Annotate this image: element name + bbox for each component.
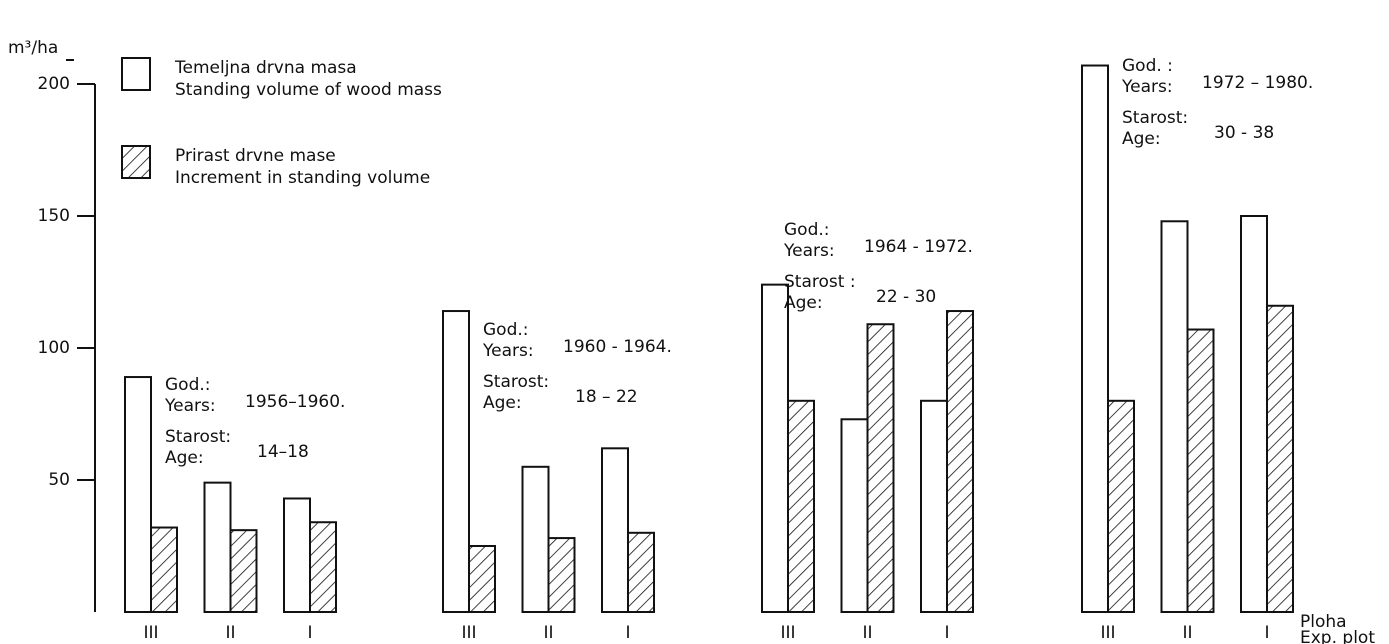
y-tick-label: 50 [48,470,70,490]
annotation: 1964 - 1972. [864,237,973,257]
bar [1160,220,1189,613]
annotation: 14–18 [257,442,309,462]
annotation: Years: [783,241,835,261]
bar [309,521,337,613]
x-tick-label: I [307,623,312,643]
annotation: God.: [165,375,211,395]
x-tick-label: III [461,623,476,643]
bar [840,418,869,613]
annotation: Age: [784,293,823,313]
bar [150,526,178,614]
bar [1240,215,1268,613]
x-tick-label: II [225,623,235,643]
bar [229,529,258,613]
annotation: 1972 – 1980. [1202,73,1313,93]
annotation: Starost: [1122,108,1188,128]
annotation: 22 - 30 [876,287,936,307]
x-tick-label: III [1100,623,1115,643]
bar [1081,64,1109,613]
annotation: Years: [482,341,534,361]
bar [442,310,470,613]
x-axis-label: Ploha [1300,612,1347,632]
annotation: Age: [1122,129,1161,149]
x-tick-label: I [1264,623,1269,643]
annotation: God. : [1122,56,1173,76]
annotation: Starost : [784,272,856,292]
legend-label: Standing volume of wood mass [175,80,442,100]
y-tick-label: 200 [38,74,70,94]
annotation: 30 - 38 [1214,123,1274,143]
bar [547,537,576,614]
bar [761,283,789,613]
bar [1107,399,1135,613]
annotation: God.: [483,320,529,340]
x-tick-label: II [1182,623,1192,643]
x-tick-label: II [543,623,553,643]
legend-label: Prirast drvne mase [175,146,336,166]
annotation: 1956–1960. [245,392,345,412]
annotation: Starost: [165,427,231,447]
annotation: Starost: [483,372,549,392]
bar [787,399,815,613]
x-tick-label: III [780,623,795,643]
legend-label: Temeljna drvna masa [174,58,357,78]
legend-swatch [121,145,151,179]
bar [521,465,550,613]
y-tick-label: 150 [38,206,70,226]
x-axis-label: Exp. plot [1300,628,1375,644]
annotation: Years: [164,396,216,416]
bar [203,481,232,614]
annotation: 18 – 22 [575,387,638,407]
annotation: Years: [1121,77,1173,97]
annotation: 1960 - 1964. [563,337,672,357]
x-tick-label: II [862,623,872,643]
bar [946,310,974,613]
legend-swatch [121,57,151,91]
annotation: God.: [784,220,830,240]
bar [866,323,895,613]
y-axis-label: m³/ha [8,38,58,58]
legend-label: Increment in standing volume [175,168,430,188]
bar [601,447,629,613]
bar [1186,328,1215,613]
x-tick-label: I [944,623,949,643]
x-tick-label: III [143,623,158,643]
bar [468,545,496,613]
x-tick-label: I [625,623,630,643]
bar [283,497,311,614]
bar [920,399,948,613]
bar [1266,304,1294,613]
annotation: Age: [165,448,204,468]
bar [124,376,152,614]
annotation: Age: [483,393,522,413]
bar [627,531,655,613]
y-tick-label: 100 [38,338,70,358]
